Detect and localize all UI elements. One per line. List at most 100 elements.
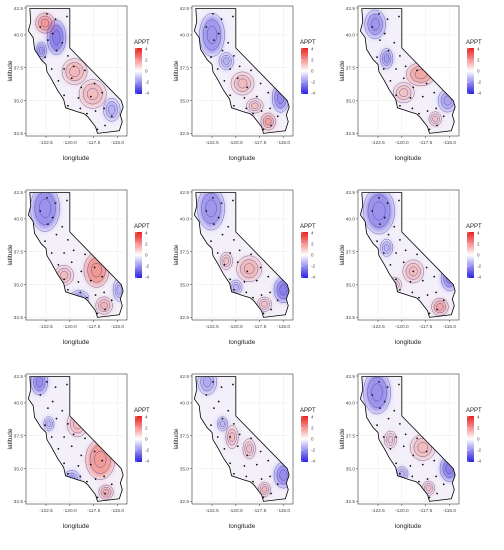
legend-colorbar xyxy=(135,48,142,94)
y-tick-label: 40.0 xyxy=(14,401,24,407)
station-point xyxy=(379,39,381,42)
legend-tick-label: -2 xyxy=(477,264,482,269)
station-point xyxy=(238,249,241,252)
legend-title: APPT xyxy=(466,408,482,414)
contour-lines xyxy=(35,12,121,122)
y-tick-label: 35.0 xyxy=(346,98,356,104)
station-point xyxy=(389,263,392,266)
station-point xyxy=(433,459,436,462)
legend-tick-label: -2 xyxy=(477,448,482,453)
station-point xyxy=(395,68,398,70)
station-point xyxy=(270,124,272,127)
y-tick-label: 35.0 xyxy=(346,282,356,288)
station-point xyxy=(398,15,400,18)
x-tick-label: -122.5 xyxy=(371,324,385,330)
station-point xyxy=(411,107,414,110)
y-tick-label: 37.5 xyxy=(346,66,356,72)
y-axis-ticks: 42.5 40.0 37.5 35.0 32.5 xyxy=(346,190,358,321)
station-point xyxy=(210,424,212,427)
station-point xyxy=(101,275,104,278)
station-point xyxy=(371,394,374,396)
station-point xyxy=(255,95,258,98)
station-point xyxy=(412,454,415,457)
x-tick-label: -117.5 xyxy=(419,508,433,514)
legend-tick-label: -4 xyxy=(477,275,482,280)
y-tick-label: 35.0 xyxy=(14,282,24,288)
legend-colorbar xyxy=(301,416,308,462)
station-point xyxy=(399,472,401,475)
legend-colorbar xyxy=(301,48,308,94)
x-axis-label: longitude xyxy=(63,523,90,530)
legend-tick-label: 4 xyxy=(311,415,314,420)
legend-tick-label: 0 xyxy=(477,437,480,442)
station-point xyxy=(411,291,414,294)
state-border xyxy=(27,192,124,318)
station-point xyxy=(89,279,92,282)
x-tick-label: -120.0 xyxy=(395,508,409,514)
y-axis-ticks: 42.5 40.0 37.5 35.0 32.5 xyxy=(346,6,358,137)
y-axis-ticks: 42.5 40.0 37.5 35.0 32.5 xyxy=(14,6,26,137)
station-point xyxy=(389,447,392,450)
station-point xyxy=(395,94,398,97)
station-point xyxy=(245,475,248,478)
low-appt-zone xyxy=(31,192,59,230)
legend-title: APPT xyxy=(300,224,316,230)
legend-tick-label: 0 xyxy=(145,69,148,74)
x-tick-label: -120.0 xyxy=(395,324,409,330)
x-axis-ticks: -122.5 -120.0 -117.5 -115.0 xyxy=(39,320,124,330)
y-tick-label: 32.5 xyxy=(14,315,24,321)
high-appt-zone xyxy=(258,482,271,497)
station-point xyxy=(67,288,69,291)
low-appt-zone xyxy=(198,192,224,229)
station-point xyxy=(61,225,64,228)
low-appt-zone xyxy=(365,11,385,38)
y-tick-label: 35.0 xyxy=(14,98,24,104)
station-point xyxy=(426,478,429,480)
station-points xyxy=(205,196,279,315)
y-tick-label: 32.5 xyxy=(14,499,24,505)
station-point xyxy=(260,294,263,296)
station-point xyxy=(269,291,272,294)
station-point xyxy=(418,112,420,115)
legend-tick-label: 2 xyxy=(145,242,148,247)
high-appt-zone xyxy=(429,112,441,126)
station-point xyxy=(250,253,252,256)
station-point xyxy=(262,312,265,315)
station-point xyxy=(236,77,239,80)
y-tick-label: 32.5 xyxy=(346,499,356,505)
station-point xyxy=(393,41,396,44)
y-tick-label: 32.5 xyxy=(180,315,190,321)
legend-tick-label: 4 xyxy=(477,47,480,52)
station-point xyxy=(252,480,254,483)
station-point xyxy=(398,383,400,386)
station-point xyxy=(223,263,226,266)
station-point xyxy=(70,261,73,264)
station-point xyxy=(205,26,208,28)
station-point xyxy=(205,394,208,396)
y-tick-label: 35.0 xyxy=(180,98,190,104)
x-tick-label: -120.0 xyxy=(229,324,243,330)
legend-tick-label: 0 xyxy=(311,437,314,442)
legend-tick-label: -4 xyxy=(145,91,150,96)
station-point xyxy=(72,65,75,68)
x-tick-label: -117.5 xyxy=(419,324,433,330)
station-point xyxy=(262,128,265,131)
high-appt-zone xyxy=(99,485,113,499)
station-point xyxy=(382,68,385,70)
station-point xyxy=(46,380,48,383)
station-point xyxy=(267,275,270,278)
y-tick-label: 32.5 xyxy=(180,131,190,137)
station-point xyxy=(259,266,262,269)
station-point xyxy=(378,196,380,199)
x-tick-label: -115.0 xyxy=(277,508,291,514)
legend-tick-label: -4 xyxy=(145,459,150,464)
x-axis-ticks: -122.5 -120.0 -117.5 -115.0 xyxy=(205,320,290,330)
station-point xyxy=(246,454,249,457)
station-points xyxy=(39,380,113,499)
x-tick-label: -117.5 xyxy=(253,508,267,514)
legend-ticks: 4 2 0 -2 -4 xyxy=(467,231,482,280)
station-point xyxy=(110,115,113,118)
y-axis-label: latitude xyxy=(339,244,346,265)
x-tick-label: -120.0 xyxy=(395,140,409,146)
station-point xyxy=(46,12,48,15)
